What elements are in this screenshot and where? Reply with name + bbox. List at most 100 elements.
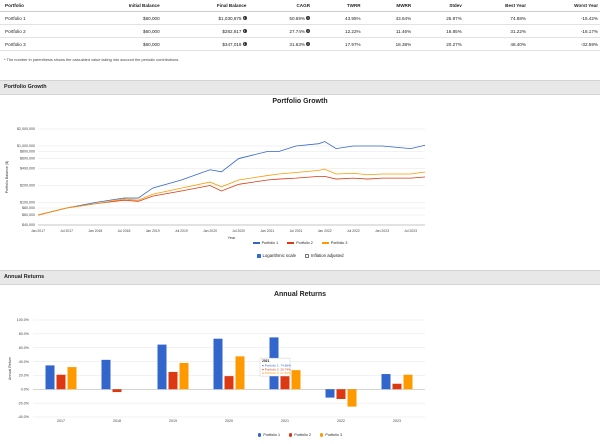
inflation-checkbox[interactable] (304, 253, 309, 258)
bar-1-2022 (325, 389, 335, 398)
bar-3-2022 (347, 389, 357, 407)
bar-2-2021 (280, 374, 290, 390)
bar-1-2020 (213, 338, 223, 390)
x-tick-label: 2020 (225, 419, 233, 423)
cell-twrr: 17.97% (312, 37, 363, 51)
info-icon[interactable]: i (306, 16, 311, 21)
col-header[interactable]: Initial Balance (71, 0, 162, 12)
cell-initial: $60,000 (71, 11, 162, 25)
y-tick-label: $2,000,000 (17, 127, 35, 131)
legend-label: Portfolio 2 (296, 241, 313, 245)
info-icon[interactable]: i (242, 29, 247, 34)
y-axis-label: Portfolio Balance ($) (5, 161, 9, 194)
y-tick-label: $100,000 (20, 201, 35, 205)
col-header[interactable]: Best Year (463, 0, 528, 12)
cell-mwrr: 43.64% (362, 11, 414, 25)
cell-cagr: 27.74% i (248, 24, 313, 38)
legend-item[interactable]: Portfolio 1 (258, 433, 280, 437)
table-row: Portfolio 2 $60,000 $282,817 i 27.74% i 12… (0, 24, 600, 38)
legend-label: Portfolio 1 (261, 241, 279, 245)
info-icon[interactable]: i (242, 42, 247, 47)
col-header[interactable]: Worst Year (528, 0, 600, 12)
legend-item[interactable]: Portfolio 1 (252, 241, 279, 245)
legend-dot-icon (320, 433, 324, 437)
x-tick-label: Jul 2018 (118, 229, 131, 233)
x-tick-label: Jul 2017 (60, 229, 73, 233)
bar-2-2019 (168, 371, 178, 390)
summary-table: Portfolio Initial Balance Final Balance … (0, 0, 600, 51)
x-tick-label: Jan 2019 (146, 229, 160, 233)
x-tick-label: Jan 2018 (88, 229, 102, 233)
bar-2-2017 (56, 374, 66, 390)
x-tick-label: Jan 2017 (31, 229, 45, 233)
x-tick-label: Jul 2020 (232, 229, 245, 233)
inflation-label: Inflation adjusted (310, 253, 344, 258)
y-tick-label: $600,000 (20, 157, 35, 161)
x-tick-label: Jul 2022 (347, 229, 360, 233)
x-axis-label: Year (228, 236, 236, 240)
bar-3-2023 (403, 374, 413, 390)
bar-2-2018 (112, 389, 122, 393)
cell-twrr: 12.22% (312, 24, 363, 38)
info-icon[interactable]: i (242, 16, 247, 21)
col-header[interactable]: TWRR (312, 0, 363, 12)
x-tick-label: Jan 2020 (203, 229, 217, 233)
x-tick-label: 2022 (337, 419, 345, 423)
y-tick-label: $800,000 (20, 150, 35, 154)
tooltip-title: 2021 (262, 359, 270, 363)
legend-line-icon (321, 242, 329, 244)
legend-dot-icon (258, 433, 262, 437)
bar-3-2017 (67, 367, 77, 390)
bar-3-2019 (179, 362, 189, 390)
info-icon[interactable]: i (306, 42, 311, 47)
portfolio-name: Portfolio 1 (0, 11, 72, 25)
y-tick-label: 0.0% (21, 387, 30, 391)
legend-item[interactable]: Portfolio 2 (289, 433, 311, 437)
y-tick-label: 40.0% (19, 360, 30, 364)
growth-chart: $40,000 $60,000 $80,000$100,000 $200,000 $40… (5, 127, 426, 240)
series-line-2 (37, 175, 426, 216)
y-axis-label: Annual Return (8, 357, 12, 380)
x-tick-label: Jan 2022 (318, 229, 332, 233)
log-scale-option[interactable]: Logarithmic scale (256, 253, 296, 258)
col-header[interactable]: Stdev (413, 0, 464, 12)
legend-item[interactable]: Portfolio 3 (320, 433, 342, 437)
col-header[interactable]: Portfolio (0, 0, 72, 12)
info-icon[interactable]: i (306, 29, 311, 34)
tooltip-line: ● Portfolio 3: 27.62% (262, 371, 291, 375)
y-tick-label: 60.0% (19, 346, 30, 350)
col-header[interactable]: Final Balance (161, 0, 249, 12)
bar-1-2019 (157, 344, 167, 390)
col-header[interactable]: CAGR (248, 0, 313, 12)
bar-3-2020 (235, 356, 245, 390)
y-tick-label: $1,000,000 (17, 144, 35, 148)
cell-initial: $60,000 (71, 37, 162, 51)
legend-dot-icon (289, 433, 293, 437)
table-row: Portfolio 1 $60,000 $1,030,875 i 50.69% i … (0, 11, 600, 25)
col-header[interactable]: MWRR (362, 0, 414, 12)
legend-label: Portfolio 2 (294, 433, 311, 437)
section-title: Portfolio Growth (4, 84, 47, 90)
y-tick-label: 80.0% (19, 332, 30, 336)
tooltip-line: ● Portfolio 1: 74.88% (262, 364, 291, 368)
annual-legend: Portfolio 1 Portfolio 2 Portfolio 3 (0, 433, 600, 437)
portfolio-name: Portfolio 2 (0, 24, 72, 38)
cell-worst: -18.17% (528, 24, 600, 38)
cell-initial: $60,000 (71, 24, 162, 38)
x-tick-label: Jan 2023 (375, 229, 389, 233)
bar-2-2020 (224, 376, 234, 390)
x-tick-label: 2021 (281, 419, 289, 423)
log-scale-checkbox[interactable] (256, 253, 261, 258)
legend-label: Portfolio 3 (325, 433, 342, 437)
bar-3-2021 (291, 370, 301, 390)
legend-item[interactable]: Portfolio 3 (321, 241, 347, 245)
cell-final: $1,030,875 i (161, 11, 249, 25)
legend-line-icon (287, 242, 295, 244)
inflation-option[interactable]: Inflation adjusted (304, 253, 344, 258)
section-title: Annual Returns (4, 274, 45, 280)
legend-item[interactable]: Portfolio 2 (287, 241, 313, 245)
cell-best: 31.22% (463, 24, 528, 38)
series-line-3 (37, 168, 426, 216)
section-header-growth: Portfolio Growth (0, 80, 600, 95)
y-tick-label: -20.0% (18, 401, 30, 405)
